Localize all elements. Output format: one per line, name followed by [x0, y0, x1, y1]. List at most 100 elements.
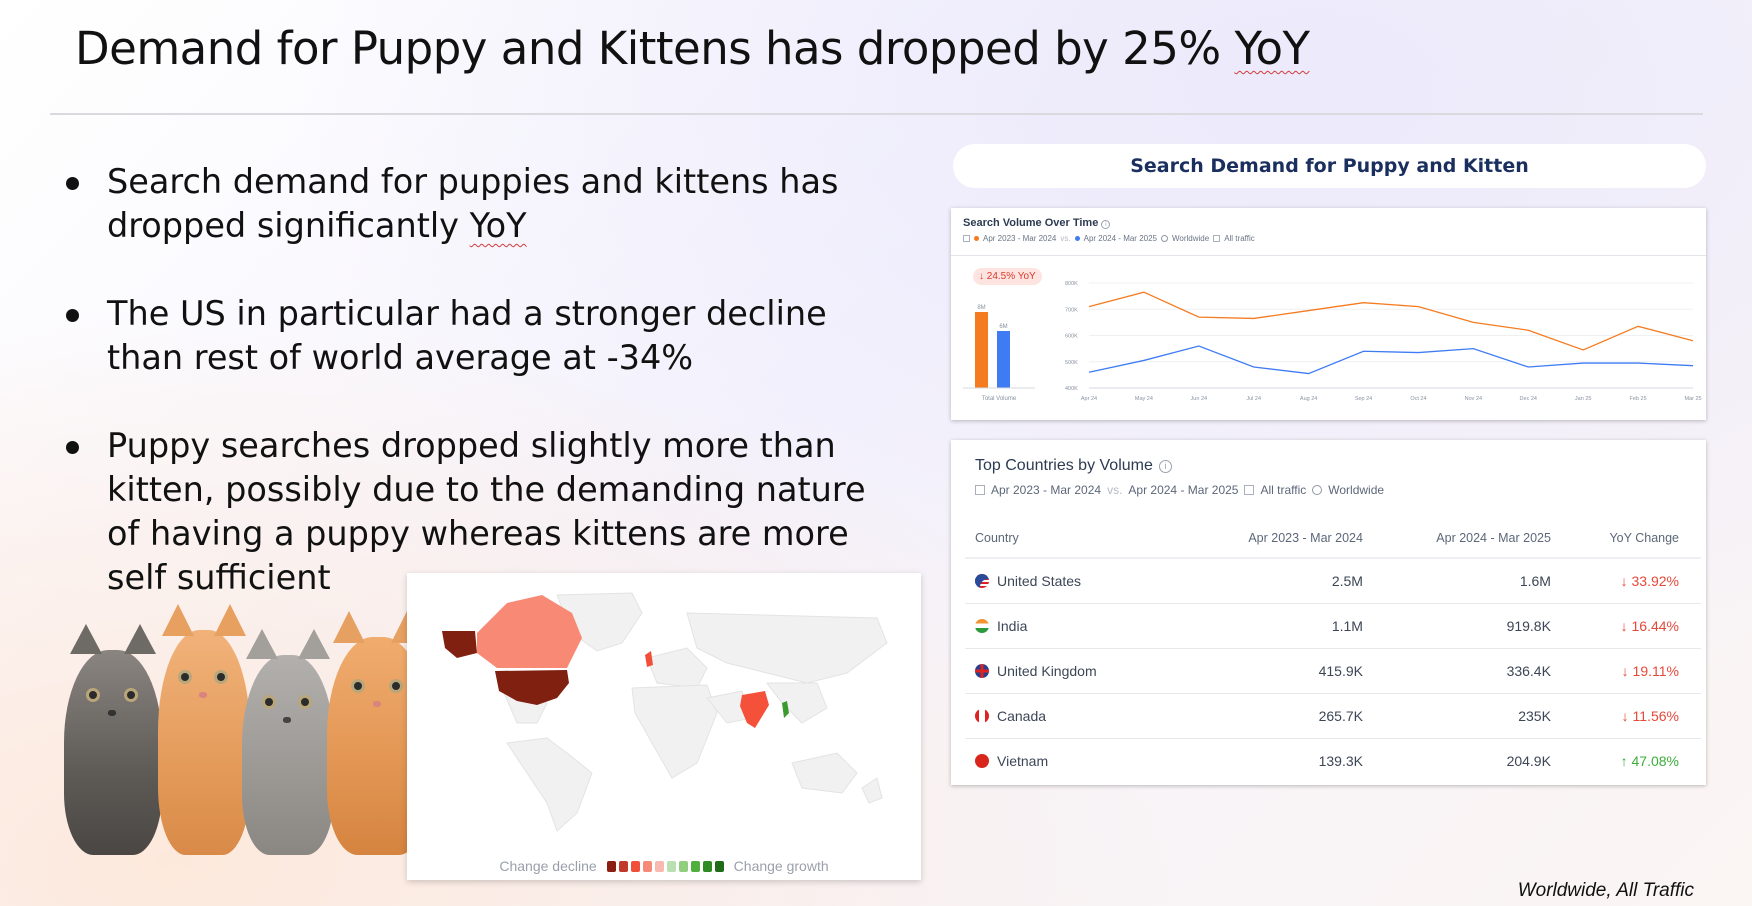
- legend-swatch: [618, 860, 628, 872]
- legend-swatch: [630, 860, 640, 872]
- bullet-text: Puppy searches dropped slightly more tha…: [107, 426, 866, 597]
- map-legend: Change decline Change growth: [407, 858, 921, 874]
- table-row[interactable]: United States 2.5M 1.6M ↓ 33.92%: [965, 558, 1701, 604]
- svg-text:Mar 25: Mar 25: [1684, 396, 1701, 402]
- period-a: Apr 2023 - Mar 2024: [991, 483, 1102, 497]
- total-bar[interactable]: [975, 312, 988, 388]
- country-name: United States: [997, 572, 1082, 589]
- period-b-value: 919.8K: [1362, 603, 1551, 649]
- calendar-icon[interactable]: [975, 485, 985, 495]
- svg-text:Apr 24: Apr 24: [1081, 396, 1097, 402]
- legend-swatch: [690, 860, 700, 872]
- globe-icon[interactable]: [1160, 235, 1168, 242]
- calendar-icon[interactable]: [963, 235, 970, 242]
- bullet-item: Search demand for puppies and kittens ha…: [62, 160, 892, 248]
- yoy-change-value: ↓ 16.44%: [1550, 603, 1701, 649]
- period-b-value: 1.6M: [1362, 558, 1551, 604]
- table-title-text: Top Countries by Volume: [975, 457, 1153, 474]
- col-yoy-change[interactable]: YoY Change: [1550, 518, 1701, 559]
- col-period-a[interactable]: Apr 2023 - Mar 2024: [1175, 518, 1363, 559]
- table-header-row: Country Apr 2023 - Mar 2024 Apr 2024 - M…: [965, 518, 1701, 559]
- period-a-value: 1.1M: [1175, 603, 1363, 649]
- svg-text:8M: 8M: [977, 305, 985, 311]
- chart-filters: Apr 2023 - Mar 2024 vs. Apr 2024 - Mar 2…: [963, 234, 1694, 243]
- period-a-value: 2.5M: [1175, 558, 1363, 604]
- yoy-change-value: ↑ 47.08%: [1620, 752, 1679, 769]
- country-cell: United States: [965, 558, 1175, 604]
- legend-swatch: [666, 860, 676, 872]
- vs-label: vs.: [1107, 483, 1123, 497]
- svg-text:Total Volume: Total Volume: [982, 396, 1017, 402]
- series-line[interactable]: [1088, 345, 1694, 375]
- country-cell: United Kingdom: [965, 648, 1175, 694]
- period-a-value: 139.3K: [1318, 752, 1363, 769]
- table-row[interactable]: Vietnam 139.3K 204.9K ↑ 47.08%: [965, 738, 1701, 783]
- svg-text:800K: 800K: [1065, 281, 1078, 287]
- map-usa: [495, 670, 569, 705]
- world-map: [442, 592, 888, 832]
- devices-icon[interactable]: [1213, 235, 1221, 242]
- kitten-orange-1: [158, 604, 250, 855]
- flag-vn-icon: [975, 753, 989, 768]
- flag-in-icon: [975, 618, 989, 633]
- flag-ca-icon: [975, 708, 989, 723]
- svg-text:6M: 6M: [999, 324, 1007, 330]
- map-vietnam: [782, 701, 789, 718]
- svg-text:Sep 24: Sep 24: [1355, 396, 1372, 402]
- title-divider: [50, 113, 1703, 115]
- svg-text:Jan 25: Jan 25: [1575, 396, 1592, 402]
- series-line[interactable]: [1088, 291, 1694, 351]
- period-b-value: 336.4K: [1362, 648, 1551, 694]
- chart-title: Search Volume Over Time i: [963, 217, 1694, 229]
- svg-text:May 24: May 24: [1135, 396, 1153, 402]
- panel-header: Search Demand for Puppy and Kitten: [953, 144, 1706, 188]
- legend-color-scale: [606, 860, 724, 872]
- bullet-item: Puppy searches dropped slightly more tha…: [62, 424, 897, 600]
- map-india: [740, 691, 769, 728]
- world-map-card: Change decline Change growth: [407, 573, 921, 880]
- country-name: India: [997, 617, 1028, 634]
- country-name: United Kingdom: [997, 662, 1097, 679]
- flag-us-icon: [975, 573, 989, 588]
- country-name: Vietnam: [997, 752, 1049, 769]
- svg-text:Aug 24: Aug 24: [1300, 396, 1317, 402]
- bullet-item: The US in particular had a stronger decl…: [62, 292, 852, 380]
- slide-title: Demand for Puppy and Kittens has dropped…: [75, 22, 1310, 75]
- region-filter[interactable]: Worldwide: [1328, 483, 1385, 497]
- legend-swatch: [714, 860, 724, 872]
- country-cell: Vietnam: [965, 738, 1175, 783]
- period-b: Apr 2024 - Mar 2025: [1128, 483, 1239, 497]
- table-row[interactable]: Canada 265.7K 235K ↓ 11.56%: [965, 693, 1701, 739]
- legend-period-b: Apr 2024 - Mar 2025: [1083, 234, 1157, 243]
- globe-icon[interactable]: [1312, 485, 1323, 495]
- period-b-value: 204.9K: [1506, 752, 1551, 769]
- svg-text:Dec 24: Dec 24: [1520, 396, 1537, 402]
- traffic-filter[interactable]: All traffic: [1260, 483, 1307, 497]
- kittens-image: [62, 604, 432, 855]
- svg-text:700K: 700K: [1065, 307, 1078, 313]
- svg-text:600K: 600K: [1065, 334, 1078, 340]
- legend-period-a: Apr 2023 - Mar 2024: [983, 234, 1057, 243]
- bullet-list: Search demand for puppies and kittens ha…: [62, 160, 892, 644]
- total-bar[interactable]: [997, 331, 1010, 388]
- col-country[interactable]: Country: [965, 518, 1175, 559]
- bullet-spellcheck-word: YoY: [469, 206, 527, 245]
- region-filter[interactable]: Worldwide: [1171, 234, 1210, 243]
- footnote: Worldwide, All Traffic: [1517, 880, 1694, 901]
- col-period-b[interactable]: Apr 2024 - Mar 2025: [1362, 518, 1551, 559]
- yoy-change-value: ↓ 11.56%: [1550, 693, 1701, 739]
- info-icon[interactable]: i: [1158, 459, 1172, 473]
- devices-icon[interactable]: [1244, 485, 1255, 495]
- info-icon[interactable]: i: [1101, 220, 1111, 229]
- traffic-filter[interactable]: All traffic: [1224, 234, 1255, 243]
- chart-header: Search Volume Over Time i Apr 2023 - Mar…: [951, 208, 1706, 256]
- legend-decline-label: Change decline: [499, 858, 597, 874]
- legend-swatch: [606, 860, 616, 872]
- country-cell: Canada: [965, 693, 1175, 739]
- kitten-grey-tabby: [64, 624, 162, 855]
- table-row[interactable]: India 1.1M 919.8K ↓ 16.44%: [965, 603, 1701, 649]
- svg-text:Jul 24: Jul 24: [1246, 396, 1261, 402]
- search-volume-card: Search Volume Over Time i Apr 2023 - Mar…: [951, 208, 1706, 420]
- table-row[interactable]: United Kingdom 415.9K 336.4K ↓ 19.11%: [965, 648, 1701, 694]
- country-name: Canada: [997, 707, 1047, 724]
